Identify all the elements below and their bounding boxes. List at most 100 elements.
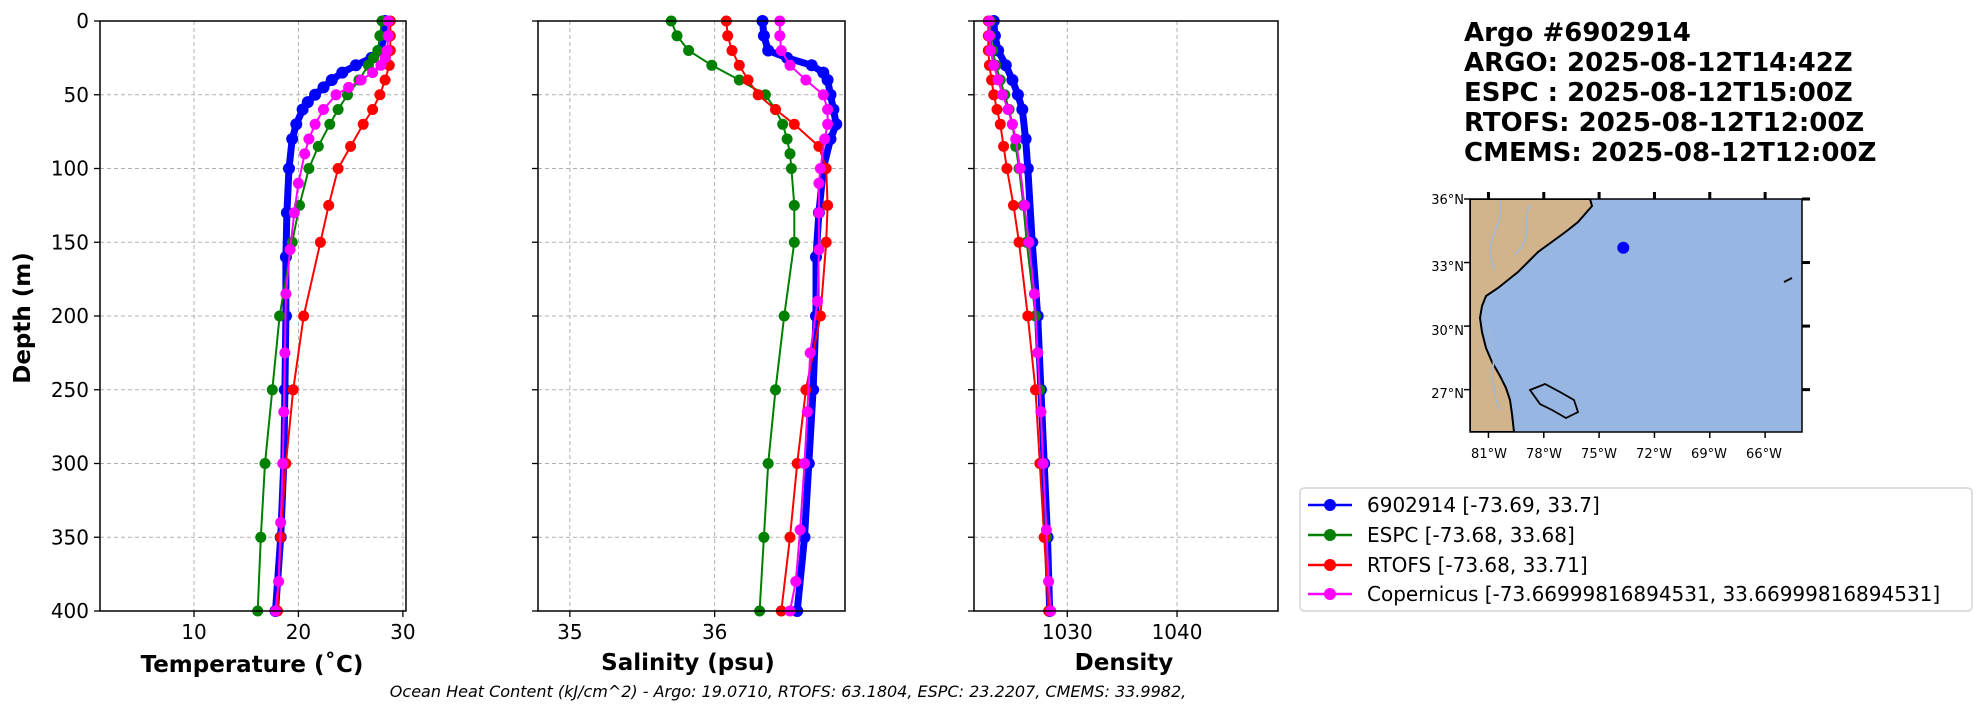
ocean-heat-content-caption: Ocean Heat Content (kJ/cm^2) - Argo: 19.…: [390, 682, 1186, 701]
data-point-cmems: [303, 133, 315, 145]
data-point-cmems: [1037, 458, 1049, 469]
data-point-argo: [309, 88, 322, 101]
title-line-argo: ARGO: 2025-08-12T14:42Z: [1464, 48, 1853, 78]
data-point-argo: [1006, 74, 1019, 86]
legend-swatch-marker: [1324, 588, 1336, 600]
data-point-cmems: [343, 81, 355, 93]
data-point-cmems: [1010, 133, 1022, 145]
data-point-rtofs: [287, 384, 299, 396]
data-point-argo: [999, 59, 1012, 72]
data-point-cmems: [822, 118, 834, 130]
data-point-cmems: [367, 67, 379, 79]
data-point-rtofs: [1030, 384, 1041, 396]
data-point-espc: [733, 74, 745, 86]
data-point-rtofs: [367, 104, 379, 115]
data-point-espc: [374, 30, 386, 42]
data-point-cmems: [318, 104, 329, 115]
y-tick-label: 150: [51, 230, 89, 254]
data-point-argo: [1019, 133, 1032, 145]
data-point-cmems: [983, 30, 995, 42]
map-bermuda: [1783, 277, 1793, 283]
map-lat-labels: 36°N 33°N 30°N 27°N: [1431, 193, 1464, 402]
data-point-cmems: [273, 576, 285, 587]
map-rivers: [1487, 199, 1531, 411]
data-point-cmems: [813, 207, 825, 219]
data-point-rtofs: [784, 531, 796, 543]
data-point-argo: [286, 133, 299, 145]
data-point-cmems: [292, 177, 304, 189]
data-point-cmems: [804, 347, 816, 359]
data-point-rtofs: [991, 104, 1003, 115]
data-point-cmems: [309, 118, 321, 130]
data-point-argo: [1021, 162, 1034, 175]
data-point-cmems: [790, 576, 802, 587]
data-point-cmems: [774, 30, 786, 42]
data-point-cmems: [382, 30, 394, 42]
data-point-cmems: [1043, 576, 1055, 587]
data-point-cmems: [812, 295, 823, 307]
data-point-argo: [757, 29, 770, 42]
legend: 6902914 [-73.69, 33.7] ESPC [-73.68, 33.…: [1299, 487, 1973, 612]
map-lat-label: 30°N: [1431, 324, 1464, 339]
y-tick-label: 350: [51, 525, 89, 549]
data-point-rtofs: [314, 236, 326, 248]
map-lon-label: 72°W: [1636, 447, 1672, 462]
data-point-cmems: [1032, 347, 1044, 359]
data-point-cmems: [279, 347, 291, 359]
data-point-rtofs: [1001, 163, 1013, 174]
data-point-argo: [821, 74, 834, 86]
data-point-espc: [255, 531, 267, 543]
data-point-espc: [758, 531, 770, 543]
data-point-cmems: [330, 89, 342, 101]
data-point-espc: [784, 148, 796, 160]
map-lat-label: 27°N: [1431, 387, 1464, 402]
data-point-rtofs: [814, 310, 826, 322]
data-point-rtofs: [733, 59, 745, 71]
data-point-argo: [290, 118, 303, 131]
map-lon-label: 78°W: [1526, 447, 1562, 462]
data-point-espc: [266, 384, 278, 396]
data-point-espc: [785, 163, 797, 174]
data-point-argo: [336, 66, 349, 79]
data-point-espc: [788, 199, 800, 211]
data-point-cmems: [299, 148, 311, 160]
salinity-panel: 35 36: [532, 15, 846, 644]
x-tick-label: 1030: [1042, 620, 1093, 644]
y-tick-label: 0: [76, 9, 89, 33]
legend-entry-copernicus: Copernicus [-73.66999816894531, 33.66999…: [1308, 582, 1940, 606]
legend-swatch-marker: [1324, 559, 1336, 571]
data-point-rtofs: [374, 89, 386, 101]
legend-entry-rtofs: RTOFS [-73.68, 33.71]: [1308, 553, 1588, 577]
y-tick-label: 200: [51, 304, 89, 328]
data-point-espc: [777, 118, 789, 130]
y-tick-label: 400: [51, 599, 89, 623]
data-point-argo: [317, 81, 330, 94]
data-point-cmems: [288, 207, 300, 219]
legend-label: ESPC [-73.68, 33.68]: [1367, 523, 1575, 547]
x-tick-label: 20: [286, 620, 311, 644]
y-tick-label: 100: [51, 157, 89, 181]
map-lon-labels: 81°W 78°W 75°W 72°W 69°W 66°W: [1471, 447, 1782, 462]
title-line-float: Argo #6902914: [1464, 18, 1691, 48]
density-panel: 1030 1040: [968, 15, 1279, 644]
data-point-cmems: [775, 45, 787, 56]
map-lat-label: 33°N: [1431, 260, 1464, 275]
temperature-axis-label: Temperature (˚C): [141, 651, 364, 678]
density-axis-label: Density: [1075, 650, 1174, 676]
map-islands: [1528, 383, 1580, 420]
data-point-argo: [325, 74, 338, 86]
data-point-cmems: [1002, 104, 1014, 115]
map-ticks: [1464, 192, 1810, 438]
data-point-espc: [770, 384, 781, 396]
data-point-rtofs: [800, 384, 812, 396]
data-point-espc: [259, 458, 271, 469]
data-point-rtofs: [998, 140, 1010, 152]
data-point-rtofs: [345, 140, 357, 152]
map-lon-label: 69°W: [1691, 447, 1727, 462]
data-point-cmems: [985, 45, 996, 56]
legend-frame: [1299, 487, 1973, 612]
data-point-rtofs: [788, 118, 800, 130]
data-point-cmems: [284, 244, 296, 256]
data-point-cmems: [819, 133, 831, 145]
data-point-rtofs: [752, 89, 764, 101]
